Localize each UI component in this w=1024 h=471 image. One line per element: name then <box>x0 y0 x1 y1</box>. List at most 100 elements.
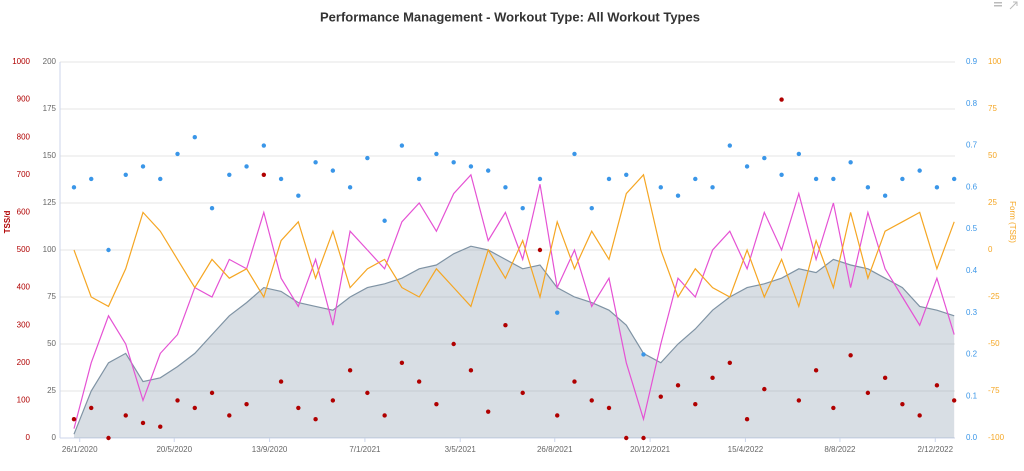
y2-axis-title: Form (TSB) <box>1008 201 1017 243</box>
y4-tick-label: 0.1 <box>966 391 978 400</box>
scatter-point <box>572 151 577 157</box>
scatter-point <box>779 97 784 102</box>
scatter-point <box>140 420 146 426</box>
scatter-point <box>89 176 94 182</box>
scatter-point <box>813 368 819 373</box>
x-tick-label: 15/4/2022 <box>728 445 764 454</box>
scatter-point <box>796 151 802 157</box>
scatter-point <box>503 323 508 328</box>
scatter-point <box>520 390 525 396</box>
scatter-point <box>365 390 370 396</box>
scatter-point <box>555 310 560 315</box>
area-fill <box>74 246 955 438</box>
scatter-point <box>727 360 733 365</box>
scatter-point <box>606 405 612 411</box>
scatter-point <box>278 379 284 384</box>
scatter-point <box>848 353 853 358</box>
scatter-point <box>934 185 940 190</box>
scatter-point <box>934 383 940 388</box>
series-line <box>73 245 955 435</box>
scatter-point <box>451 341 456 347</box>
series-line <box>73 173 955 429</box>
scatter-point <box>416 379 422 384</box>
y2-tick-label: 25 <box>988 198 997 207</box>
scatter-point <box>813 176 819 182</box>
scatter-point <box>710 185 715 190</box>
scatter-point <box>123 172 128 177</box>
y-tick-label: 75 <box>47 292 56 301</box>
x-tick-label: 26/8/2021 <box>537 445 573 454</box>
scatter-point <box>192 135 197 140</box>
series-line <box>73 173 955 309</box>
scatter-point <box>624 172 629 177</box>
scatter-point <box>296 405 301 411</box>
scatter-point <box>313 417 318 422</box>
x-tick-label: 26/1/2020 <box>62 445 98 454</box>
y-tick-label: 25 <box>47 386 56 395</box>
scatter-point <box>434 151 439 157</box>
scatter-point <box>831 405 836 411</box>
y2-tick-label: -25 <box>988 292 1000 301</box>
scatter-point <box>399 143 405 148</box>
y-tick-label: 150 <box>43 151 57 160</box>
scatter-point <box>555 413 560 418</box>
scatter-point <box>399 360 405 365</box>
scatter-point <box>796 398 802 403</box>
scatter-point <box>900 176 905 182</box>
scatter-point <box>744 417 750 422</box>
y3-tick-label: 100 <box>17 396 31 405</box>
y4-tick-label: 0.8 <box>966 99 978 108</box>
scatter-point <box>158 176 163 182</box>
scatter-point <box>106 435 111 441</box>
scatter-point <box>175 151 180 157</box>
expand-icon[interactable] <box>1009 1 1018 10</box>
y3-axis-title: TSS/d <box>3 211 12 234</box>
scatter-point <box>744 164 750 169</box>
scatter-point <box>537 247 543 253</box>
scatter-point <box>416 176 422 182</box>
scatter-point <box>175 398 180 403</box>
menu-icon[interactable] <box>994 5 1002 7</box>
y2-tick-label: 75 <box>988 104 997 113</box>
x-tick-label: 20/12/2021 <box>630 445 671 454</box>
y4-tick-label: 0.3 <box>966 308 978 317</box>
toolbar-icons[interactable] <box>994 1 1018 10</box>
y-tick-label: 175 <box>43 104 57 113</box>
scatter-point <box>641 435 646 441</box>
y3-tick-label: 700 <box>17 170 31 179</box>
y-tick-label: 200 <box>43 57 57 66</box>
y-tick-label: 0 <box>52 433 57 442</box>
scatter-point <box>520 206 525 211</box>
x-tick-label: 3/5/2021 <box>445 445 477 454</box>
scatter-point <box>244 164 249 169</box>
scatter-point <box>951 398 957 403</box>
scatter-point <box>503 185 508 190</box>
scatter-point <box>158 424 163 429</box>
y3-tick-label: 800 <box>17 132 31 141</box>
scatter-point <box>537 176 543 182</box>
scatter-point <box>261 172 267 177</box>
y4-tick-label: 0.9 <box>966 57 978 66</box>
scatter-point <box>71 185 77 190</box>
y-tick-label: 50 <box>47 339 56 348</box>
scatter-point <box>209 206 215 211</box>
scatter-point <box>296 193 301 198</box>
scatter-point <box>779 172 784 177</box>
menu-icon[interactable] <box>994 2 1002 4</box>
y3-tick-label: 500 <box>17 245 31 254</box>
scatter-point <box>227 413 232 418</box>
scatter-point <box>485 409 491 414</box>
y4-tick-label: 0.0 <box>966 433 978 442</box>
y3-tick-label: 300 <box>17 320 31 329</box>
scatter-point <box>727 143 733 148</box>
y3-tick-label: 200 <box>17 358 31 367</box>
scatter-point <box>762 155 767 161</box>
y4-tick-label: 0.5 <box>966 224 978 233</box>
y4-tick-label: 0.2 <box>966 350 978 359</box>
scatter-point <box>123 413 128 418</box>
scatter-point <box>261 143 267 148</box>
scatter-point <box>209 390 215 396</box>
scatter-point <box>347 368 353 373</box>
